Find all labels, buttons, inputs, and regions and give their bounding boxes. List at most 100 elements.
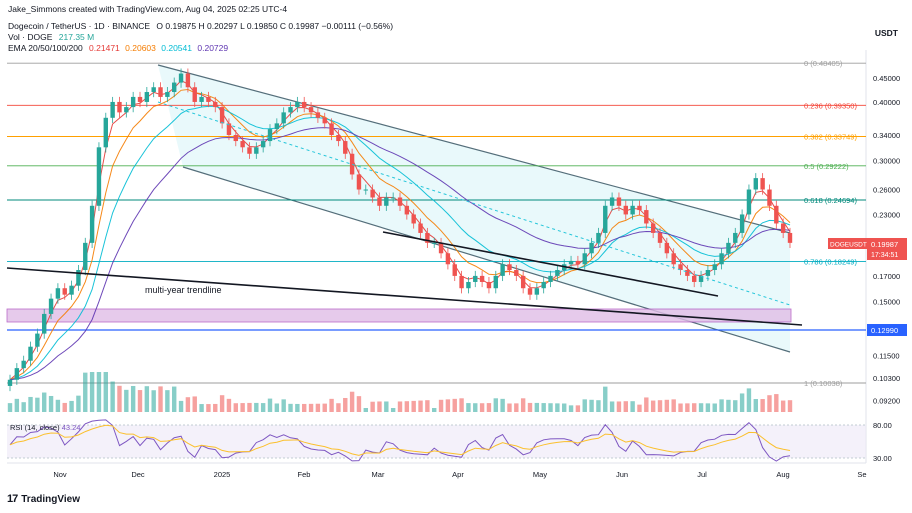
support-price-tag (867, 324, 907, 336)
candle-body (35, 333, 40, 347)
candle-body (233, 134, 238, 142)
candle-body (397, 197, 403, 206)
volume-bar (343, 397, 348, 412)
volume-bar (582, 399, 587, 412)
candle-body (240, 141, 245, 148)
volume-bar (370, 401, 375, 412)
candle-body (486, 281, 492, 289)
volume-bar (739, 393, 745, 412)
candle-body (671, 253, 676, 265)
credit-line: Jake_Simmons created with TradingView.co… (8, 4, 288, 14)
volume-bar (507, 403, 512, 412)
ohlc-values: O 0.19875 H 0.20297 L 0.19850 C 0.19987 … (156, 21, 394, 31)
candle-body (7, 379, 13, 386)
volume-bar (548, 403, 553, 412)
candle-body (774, 205, 779, 224)
candle-body (48, 298, 54, 314)
candle-body (260, 141, 266, 148)
volume-bar (425, 400, 430, 412)
volume-bar (281, 399, 286, 412)
rsi-panel (7, 425, 866, 458)
volume-bar (774, 394, 779, 412)
volume-bar (226, 398, 232, 412)
candle-body (733, 232, 738, 243)
candle-body (664, 242, 670, 254)
volume-bar (206, 404, 211, 412)
volume-bar (623, 401, 628, 412)
volume-bar (466, 403, 471, 412)
time-axis: Nov Dec 2025 Feb Mar Apr May Jun Jul Aug Se (53, 470, 866, 479)
candle-body (418, 223, 423, 233)
volume-bar (589, 399, 594, 412)
volume-bar (185, 397, 191, 412)
candle-body (753, 178, 758, 190)
candle-body (555, 270, 560, 276)
candle-body (302, 101, 307, 108)
candle-body (685, 270, 690, 276)
candle-body (390, 197, 396, 199)
volume-bar (500, 398, 505, 412)
candle-body (425, 232, 430, 243)
volume-bar (753, 399, 758, 412)
candle-body (329, 123, 334, 135)
volume-bar (172, 386, 177, 412)
candle-body (315, 112, 321, 118)
volume-bar (315, 403, 321, 412)
symbol-tag (828, 238, 867, 249)
volume-bar (650, 400, 656, 412)
volume-bar (302, 403, 307, 412)
candle-body (172, 82, 177, 93)
y-tick-label: 0.45000 (873, 74, 900, 83)
volume-bar (719, 399, 724, 412)
candle-body (705, 270, 711, 276)
ema100-value: 0.20541 (161, 43, 192, 53)
candle-body (596, 232, 601, 243)
volume-bar (445, 399, 451, 412)
volume-bar (158, 386, 163, 412)
candle-body (199, 96, 204, 102)
volume-line: Vol · DOGE 217.35 M (8, 32, 94, 42)
volume-bar (117, 385, 122, 412)
candle-body (432, 242, 437, 244)
volume-bar (459, 398, 464, 412)
candle-body (493, 275, 498, 289)
candle-body (137, 96, 143, 102)
volume-bar (432, 408, 437, 412)
volume-bar (254, 402, 259, 412)
x-tick-label: Se (857, 470, 866, 479)
volume-bar (418, 400, 423, 412)
candle-body (746, 189, 752, 215)
volume-bar (479, 403, 485, 412)
volume-bar (260, 403, 266, 412)
y-tick-label: 0.11500 (873, 351, 900, 360)
support-price-text: 0.12990 (871, 326, 898, 335)
ema-label: EMA 20/50/100/200 (8, 43, 83, 53)
ema-line: EMA 20/50/100/200 0.21471 0.20603 0.2054… (8, 43, 231, 53)
volume-bar (151, 390, 156, 412)
ema20-value: 0.21471 (89, 43, 120, 53)
candle-body (83, 242, 88, 271)
candle-body (589, 242, 594, 254)
volume-bar (377, 401, 382, 412)
volume-bar (233, 403, 238, 412)
y-tick-label: 0.09200 (873, 397, 900, 406)
volume-bar (213, 403, 218, 412)
tradingview-logo-text: TradingView (21, 493, 80, 505)
candle-body (336, 134, 341, 142)
volume-bar (267, 398, 273, 412)
volume-bar (575, 405, 581, 412)
candle-body (623, 205, 628, 215)
candle-body (144, 92, 150, 102)
candle-body (76, 270, 81, 286)
candle-body (438, 242, 444, 254)
tradingview-logo[interactable]: 17 TradingView (7, 493, 80, 505)
candle-body (603, 205, 608, 233)
candle-body (206, 96, 211, 102)
candle-body (534, 288, 540, 295)
candle-body (28, 346, 33, 361)
x-tick-label: Dec (131, 470, 145, 479)
volume-bar (192, 396, 197, 412)
candle-body (527, 288, 533, 295)
y-tick-label: 0.10300 (873, 374, 900, 383)
